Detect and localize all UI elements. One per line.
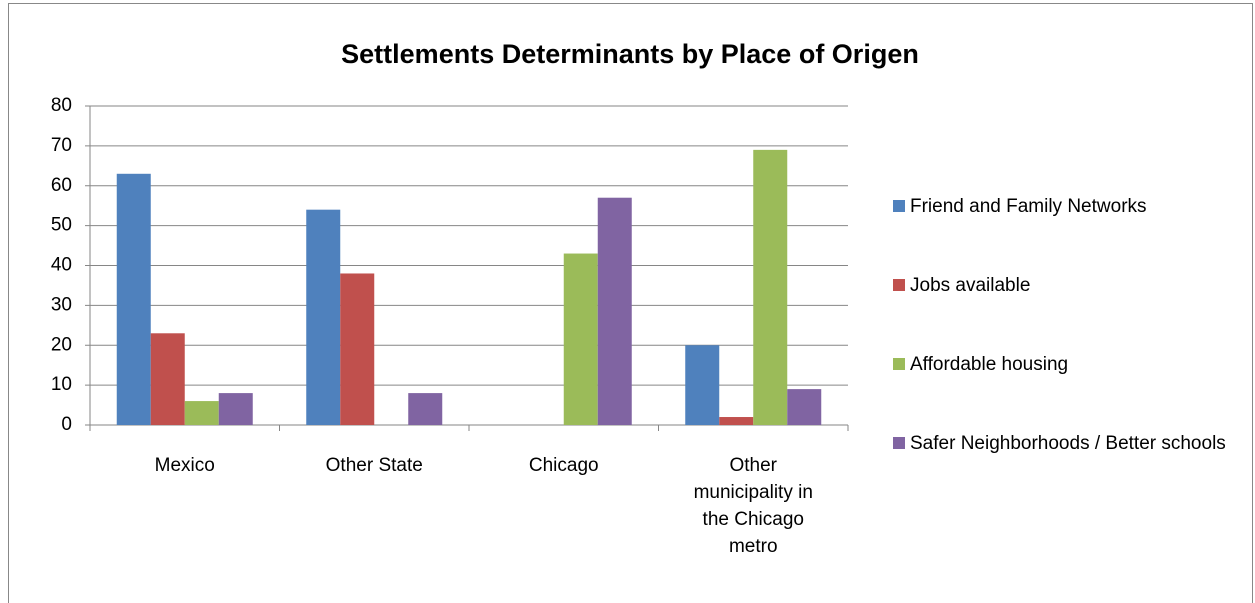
x-tick-label: Other municipality in the Chicago metro [693, 455, 813, 557]
legend-label: Safer Neighborhoods / Better schools [910, 433, 1226, 454]
chart-border [8, 3, 1253, 603]
bar [150, 333, 185, 425]
bar [753, 149, 788, 426]
y-tick-label: 60 [51, 175, 72, 196]
bar [719, 417, 754, 425]
chart-title: Settlements Determinants by Place of Ori… [341, 39, 919, 69]
legend-label: Friend and Family Networks [910, 196, 1147, 217]
bar [340, 273, 375, 425]
y-tick-label: 0 [61, 414, 72, 435]
bar [685, 345, 720, 425]
y-tick-label: 70 [51, 135, 72, 156]
bar [408, 393, 443, 425]
bar [563, 253, 598, 425]
bar [306, 209, 341, 425]
legend-swatch [893, 358, 905, 370]
legend-swatch [893, 279, 905, 291]
legend-swatch [893, 437, 905, 449]
bar [597, 197, 632, 425]
y-tick-label: 40 [51, 255, 72, 276]
y-tick-label: 80 [51, 95, 72, 116]
bar [787, 389, 822, 425]
legend-label: Affordable housing [910, 354, 1069, 375]
y-tick-label: 20 [51, 334, 72, 355]
bar [116, 173, 151, 425]
y-tick-label: 30 [51, 294, 72, 315]
bar [184, 401, 219, 425]
y-tick-label: 10 [51, 374, 72, 395]
x-tick-label: Other State [325, 455, 423, 476]
legend-swatch [893, 200, 905, 212]
bar [218, 393, 253, 425]
legend-label: Jobs available [910, 275, 1031, 296]
x-tick-label: Mexico [154, 455, 215, 476]
x-tick-label: Chicago [528, 455, 599, 476]
y-tick-label: 50 [51, 215, 72, 236]
